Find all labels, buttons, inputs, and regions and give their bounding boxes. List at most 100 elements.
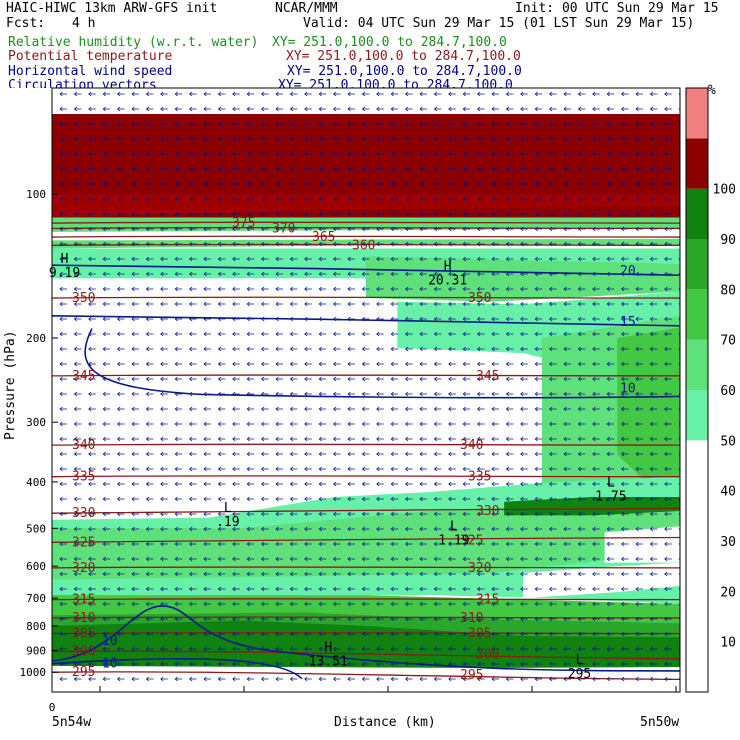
vector-arrow-1360 [635,541,643,547]
vector-arrow-568 [635,271,643,277]
colorbar-swatch-4 [686,188,708,239]
vector-arrow-1025 [246,436,255,442]
vector-arrow-804 [232,361,240,367]
vector-arrow-98 [203,121,211,127]
vector-arrow-46 [88,106,96,112]
vector-arrow-679 [332,316,341,322]
vector-arrow-913 [534,391,543,397]
vector-arrow-807 [275,361,283,367]
vector-arrow-1459 [160,586,168,592]
vector-arrow-1696 [404,661,413,667]
vector-arrow-1594 [203,631,211,637]
vector-arrow-837 [73,376,82,382]
vector-arrow-785 [592,346,600,352]
vector-arrow-749 [73,346,82,352]
vector-arrow-1587 [102,631,111,637]
vector-arrow-344 [577,196,586,202]
vector-arrow-1427 [332,571,341,577]
vector-arrow-1590 [145,631,154,637]
vector-arrow-1467 [275,586,283,592]
vector-arrow-891 [217,391,226,397]
vector-arrow-304 [635,181,643,187]
vector-arrow-401 [131,226,139,232]
vector-arrow-65 [361,106,370,112]
vector-arrow-1705 [534,661,543,667]
vector-arrow-1519 [390,601,399,607]
theta-label-335-b: 335 [468,470,491,485]
vector-arrow-216 [635,151,643,157]
vector-arrow-455 [275,241,283,247]
vector-arrow-991 [390,421,399,427]
vector-arrow-650 [548,301,557,307]
vector-arrow-1044 [520,436,528,442]
vector-arrow-472 [520,241,528,247]
extremum-value-2: .19 [216,515,239,530]
vector-arrow-12 [232,91,240,97]
vector-arrow-1290 [260,526,269,532]
vector-arrow-433 [592,226,600,232]
theta-label-330-b: 330 [476,504,499,519]
vector-arrow-817 [419,361,427,367]
vector-arrow-59 [275,106,283,112]
vector-arrow-1296 [347,526,355,532]
vector-arrow-1314 [606,526,615,532]
vector-arrow-1485 [534,586,543,592]
vector-arrow-1406 [664,556,672,562]
vector-arrow-1724 [174,676,183,682]
vector-arrow-1038 [433,436,442,442]
vector-arrow-772 [404,346,413,352]
vector-arrow-628 [232,301,240,307]
vector-arrow-1208 [347,496,355,502]
vector-arrow-22 [376,91,384,97]
vector-arrow-1465 [246,586,255,592]
vector-arrow-1497 [73,601,82,607]
vector-arrow-1002 [548,421,557,427]
vector-arrow-60 [289,106,298,112]
vector-arrow-1264 [520,511,528,517]
vector-arrow-761 [246,346,255,352]
vector-arrow-1283 [160,526,168,532]
vector-arrow-186 [203,151,211,157]
vector-arrow-140 [174,136,183,142]
vector-arrow-957 [534,406,543,412]
vector-arrow-903 [390,391,399,397]
vector-arrow-587 [275,286,283,292]
theta-contour-370 [52,226,680,230]
vector-arrow-1714 [664,661,672,667]
vector-arrow-339 [505,196,514,202]
vector-arrow-383 [505,211,514,217]
vector-arrow-1022 [203,436,211,442]
vector-arrow-897 [304,391,312,397]
vector-arrow-1627 [678,632,680,636]
vector-arrow-547 [332,271,341,277]
vector-arrow-1227 [620,496,629,502]
vector-arrow-1689 [304,661,312,667]
vector-arrow-583 [217,286,226,292]
vector-arrow-124 [577,121,586,127]
vector-arrow-10 [203,91,211,97]
vector-arrow-1618 [548,631,557,637]
vector-arrow-1503 [160,601,168,607]
vector-arrow-1599 [275,631,283,637]
vector-arrow-1379 [275,556,283,562]
vector-arrow-420 [404,226,413,232]
vector-arrow-1163 [332,481,341,487]
vector-arrow-287 [390,181,399,187]
vector-arrow-1157 [246,481,255,487]
vector-arrow-1364 [59,556,67,562]
vector-arrow-234 [260,166,269,172]
vector-arrow-1019 [160,436,168,442]
vector-arrow-1343 [390,541,399,547]
theta-label-295: 295 [72,665,95,680]
vector-arrow-746 [664,331,672,337]
vector-arrow-359 [160,211,168,217]
vector-arrow-926 [88,406,96,412]
vector-arrow-1378 [260,556,269,562]
vector-arrow-564 [577,271,586,277]
vector-arrow-390 [606,211,615,217]
vector-arrow-491 [160,256,168,262]
colorbar-swatch-3 [686,239,708,290]
vector-arrow-349 [649,196,658,202]
vector-arrow-1148 [116,481,125,487]
vector-arrow-184 [174,151,183,157]
